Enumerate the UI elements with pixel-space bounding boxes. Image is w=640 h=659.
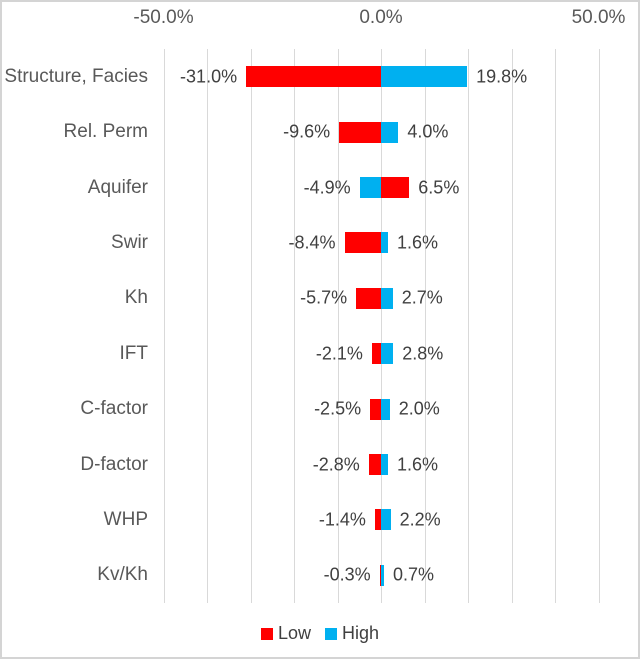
high-bar xyxy=(381,287,393,309)
low-bar xyxy=(246,66,381,88)
high-bar xyxy=(381,564,384,586)
left-value-label: -2.1% xyxy=(315,343,363,364)
low-bar xyxy=(344,232,381,254)
left-value-label: -5.7% xyxy=(300,287,348,308)
category-label: Rel. Perm xyxy=(63,121,148,143)
x-axis-tick-label: 0.0% xyxy=(359,7,403,28)
gridline xyxy=(598,49,600,603)
gridline xyxy=(207,49,208,603)
left-value-label: -2.5% xyxy=(314,398,362,419)
legend: Low High xyxy=(2,623,638,644)
right-value-label: 0.7% xyxy=(393,564,435,585)
legend-high-label: High xyxy=(342,623,380,643)
high-bar xyxy=(381,66,468,88)
high-bar xyxy=(381,454,388,475)
category-label: Swir xyxy=(111,231,148,253)
gridline xyxy=(294,49,295,603)
x-axis-tick-label: 50.0% xyxy=(571,7,626,28)
right-value-label: 2.0% xyxy=(398,398,440,419)
left-value-label: -9.6% xyxy=(283,121,331,142)
category-label: IFT xyxy=(119,342,149,364)
category-label: D-factor xyxy=(80,453,148,475)
gridline xyxy=(468,49,469,603)
legend-low-swatch xyxy=(260,627,273,640)
high-bar xyxy=(359,177,381,198)
low-bar xyxy=(370,398,381,420)
legend-high-swatch xyxy=(325,627,337,640)
category-label: WHP xyxy=(103,508,148,530)
gridline xyxy=(555,49,556,603)
high-bar xyxy=(381,232,388,254)
low-bar xyxy=(374,509,381,531)
high-bar xyxy=(381,343,394,365)
category-label: Kh xyxy=(124,287,148,309)
legend-item-high: High xyxy=(325,623,379,644)
category-label: Kv/Kh xyxy=(97,564,148,586)
high-bar xyxy=(381,398,390,420)
gridline xyxy=(337,49,339,603)
right-value-label: 2.7% xyxy=(401,287,443,308)
legend-item-low: Low xyxy=(260,623,311,644)
category-label: C-factor xyxy=(80,398,148,420)
gridline xyxy=(424,49,426,603)
right-value-label: 2.2% xyxy=(399,509,441,530)
legend-low-label: Low xyxy=(277,623,311,643)
left-value-label: -4.9% xyxy=(303,177,351,197)
low-bar xyxy=(371,343,381,365)
gridline xyxy=(163,49,165,603)
low-bar xyxy=(381,177,410,198)
low-bar xyxy=(356,287,381,309)
left-value-label: -1.4% xyxy=(318,509,366,530)
high-bar xyxy=(381,509,391,531)
left-value-label: -2.8% xyxy=(312,454,360,474)
x-axis-tick-label: -50.0% xyxy=(133,7,194,28)
low-bar xyxy=(379,564,381,586)
high-bar xyxy=(381,121,399,143)
left-value-label: -31.0% xyxy=(180,66,238,87)
low-bar xyxy=(339,121,381,143)
category-label: Aquifer xyxy=(87,176,148,198)
gridline xyxy=(250,49,252,603)
low-bar xyxy=(368,454,381,475)
right-value-label: 19.8% xyxy=(476,66,528,87)
right-value-label: 2.8% xyxy=(402,343,444,364)
left-value-label: -0.3% xyxy=(323,564,371,585)
right-value-label: 6.5% xyxy=(418,177,460,197)
left-value-label: -8.4% xyxy=(288,232,336,253)
gridline xyxy=(381,49,382,603)
category-label: Structure, Facies xyxy=(4,65,148,87)
right-value-label: 1.6% xyxy=(397,232,439,253)
right-value-label: 1.6% xyxy=(397,454,439,474)
gridline xyxy=(511,49,513,603)
right-value-label: 4.0% xyxy=(407,121,449,142)
